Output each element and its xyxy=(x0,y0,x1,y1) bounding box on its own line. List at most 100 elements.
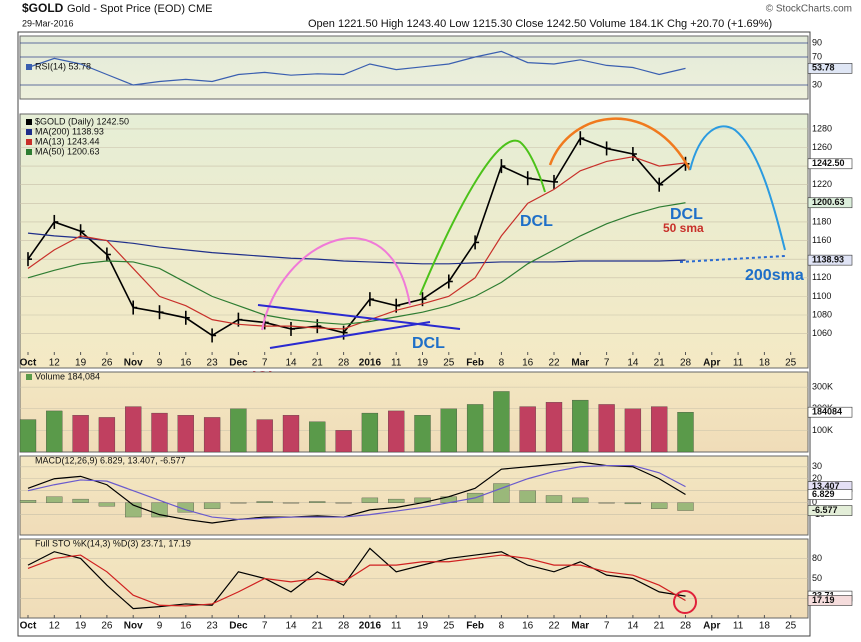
y-tick-label: 70 xyxy=(812,51,822,61)
bar xyxy=(335,502,352,504)
x-tick-label: 22 xyxy=(548,358,560,369)
x-tick-label: Apr xyxy=(703,621,720,632)
value-tag xyxy=(807,505,853,516)
x-tick-label: 26 xyxy=(101,621,113,632)
bar xyxy=(177,415,194,453)
x-tick-label: 21 xyxy=(312,621,324,632)
x-tick-label: 14 xyxy=(285,358,297,369)
legend-swatch xyxy=(26,139,32,145)
x-tick-label: 8 xyxy=(499,358,505,369)
y-tick-label: 1220 xyxy=(812,179,832,189)
bar xyxy=(203,417,221,453)
y-tick-label: 1080 xyxy=(812,309,832,319)
x-tick-label: Feb xyxy=(466,621,484,632)
x-tick-label: 11 xyxy=(733,358,744,369)
y-tick-label: 30 xyxy=(812,79,822,89)
x-tick-label: 16 xyxy=(522,621,534,632)
x-tick-label: 2016 xyxy=(359,358,382,369)
y-tick-label: 90 xyxy=(812,37,822,47)
legend-label: MA(200) 1138.93 xyxy=(35,126,104,136)
x-tick-label: 11 xyxy=(391,358,402,369)
bar xyxy=(677,412,694,453)
x-tick-label: 28 xyxy=(680,358,692,369)
symbol-name: Gold - Spot Price (EOD) CME xyxy=(67,3,212,15)
bar xyxy=(440,408,457,453)
bar xyxy=(203,502,221,509)
x-tick-label: 23 xyxy=(207,358,219,369)
y-tick-label: 80 xyxy=(812,553,822,563)
x-tick-label: 12 xyxy=(49,621,61,632)
series-line xyxy=(27,202,686,325)
y-tick-label: 0 xyxy=(812,497,817,507)
x-tick-label: 7 xyxy=(604,621,610,632)
bar xyxy=(388,498,405,503)
bar xyxy=(230,408,247,453)
bar xyxy=(414,415,431,453)
drawn-arc xyxy=(261,237,411,331)
x-tick-label: 8 xyxy=(499,621,505,632)
drawn-arc xyxy=(548,117,692,171)
x-tick-label: 21 xyxy=(654,621,666,632)
bar xyxy=(493,391,510,453)
y-tick-label: 50 xyxy=(812,573,822,583)
x-tick-label: 16 xyxy=(522,358,534,369)
x-tick-label: 28 xyxy=(680,621,692,632)
value-tag-label: 184084 xyxy=(812,407,842,417)
annotation: 200sma xyxy=(745,267,804,284)
bar xyxy=(361,412,379,453)
x-tick-label: Nov xyxy=(124,358,143,369)
y-tick-label: 1100 xyxy=(812,291,831,301)
value-tag xyxy=(807,254,853,266)
y-tick-label: 1260 xyxy=(812,142,832,152)
annotation: DCL xyxy=(670,206,703,223)
x-tick-label: 28 xyxy=(338,358,350,369)
bar xyxy=(19,500,37,503)
bar xyxy=(677,502,694,511)
bar xyxy=(545,402,563,453)
date: 29-Mar-2016 xyxy=(22,18,74,28)
bar xyxy=(46,496,63,503)
x-tick-label: 18 xyxy=(759,621,771,632)
x-tick-label: 22 xyxy=(548,621,560,632)
x-tick-label: 19 xyxy=(417,358,429,369)
x-tick-label: 23 xyxy=(207,621,219,632)
series-line xyxy=(27,50,686,86)
bar xyxy=(282,415,300,453)
highlight-circle xyxy=(673,590,697,614)
legend-label: MA(13) 1243.44 xyxy=(35,136,100,146)
value-tag xyxy=(807,489,853,500)
x-tick-label: 18 xyxy=(759,358,771,369)
x-tick-label: 7 xyxy=(604,358,610,369)
value-tag xyxy=(807,197,853,209)
legend-label: RSI(14) 53.78 xyxy=(35,61,91,71)
bar xyxy=(388,410,405,453)
bar xyxy=(493,483,510,503)
bar xyxy=(624,502,642,505)
symbol: $GOLD xyxy=(22,1,64,15)
x-tick-label: 14 xyxy=(627,358,639,369)
bar xyxy=(651,406,668,453)
panel-bg xyxy=(19,113,809,369)
bar xyxy=(572,497,589,503)
x-tick-label: Mar xyxy=(571,621,589,632)
x-tick-label: 21 xyxy=(654,358,666,369)
x-tick-label: 16 xyxy=(180,621,192,632)
legend-swatch xyxy=(26,119,32,125)
x-tick-label: Oct xyxy=(20,358,37,369)
x-tick-label: 19 xyxy=(75,358,87,369)
bar xyxy=(545,495,563,503)
y-tick-label: 1160 xyxy=(812,235,831,245)
legend-label: Full STO %K(14,3) %D(3) 23.71, 17.19 xyxy=(35,538,191,548)
value-tag-label: 53.78 xyxy=(812,63,835,73)
x-tick-label: 25 xyxy=(785,621,797,632)
x-tick-label: 25 xyxy=(443,358,455,369)
value-tag-label: 1242.50 xyxy=(812,158,845,168)
bar xyxy=(19,419,37,453)
bar xyxy=(572,399,589,453)
bar xyxy=(335,430,352,453)
frame xyxy=(17,31,811,637)
x-tick-label: Apr xyxy=(703,358,720,369)
y-tick-label: 30 xyxy=(812,461,822,471)
x-tick-label: 21 xyxy=(312,358,324,369)
